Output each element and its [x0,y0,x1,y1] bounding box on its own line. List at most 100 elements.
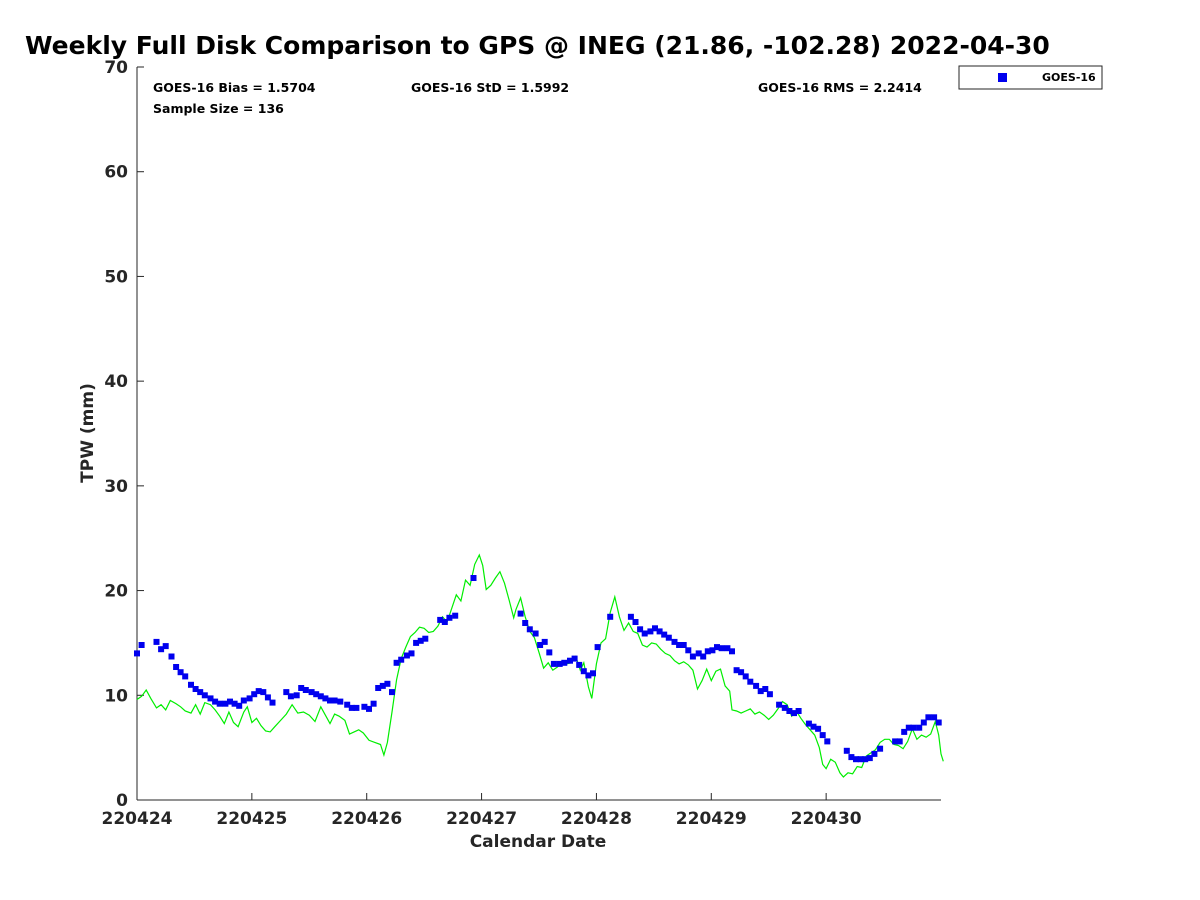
data-point [896,738,903,745]
plot-frame [137,67,941,800]
data-point [857,756,864,763]
data-point [671,638,678,645]
data-point [819,732,826,739]
data-point [532,630,539,637]
data-point [590,670,596,677]
data-point [627,613,634,620]
data-point [680,642,687,648]
data-point [308,689,315,696]
data-point [216,700,223,707]
y-tick-label: 20 [104,582,128,602]
data-point [766,691,773,698]
data-point [331,697,338,704]
data-point [853,756,859,763]
data-point [298,685,305,691]
y-tick-label: 40 [104,372,128,392]
data-point [375,685,382,691]
data-point [925,714,932,721]
data-point [452,612,459,619]
data-point [931,714,938,721]
data-point [714,644,720,651]
data-point [522,620,529,626]
data-point [246,695,253,702]
legend-label-goes16: GOES-16 [1042,71,1096,84]
data-point [791,710,797,717]
data-point [776,701,783,708]
data-point [441,619,448,625]
data-point [201,692,208,699]
data-point [916,724,923,731]
x-ticks: 220424 220425 220426 220427 220428 220429 2204… [102,793,862,829]
data-point [935,719,942,726]
data-point [231,700,238,707]
data-point [197,689,204,696]
data-point [632,619,639,625]
data-point [810,723,817,730]
data-point [815,725,822,732]
data-point [437,616,444,623]
plot-area: 0 10 20 30 40 50 60 70 220424 220425 220426 220427… [102,58,944,829]
data-point [541,638,548,645]
data-point [446,614,453,621]
y-tick-label: 70 [104,58,128,78]
y-tick-label: 0 [116,791,128,811]
data-point [168,653,175,660]
data-point [153,638,160,645]
data-point [647,628,654,635]
stat-std: GOES-16 StD = 1.5992 [411,80,569,95]
data-point [689,653,696,660]
data-point [177,669,184,676]
data-point [322,695,329,702]
data-point [327,697,333,704]
data-point [370,700,377,707]
data-point [517,610,524,617]
data-point [795,708,802,714]
data-point [537,642,544,648]
stat-rms: GOES-16 RMS = 2.2414 [758,80,922,95]
data-point [862,756,869,763]
data-point [905,724,912,731]
data-point [843,747,850,754]
data-point [738,669,745,676]
data-point [344,701,351,708]
data-point [138,642,145,648]
data-point [676,642,683,648]
data-point [283,689,290,696]
data-point [877,745,884,752]
data-point [134,650,140,657]
data-point [162,643,169,650]
data-point [398,656,405,663]
data-point [379,682,386,689]
data-point [661,631,668,638]
data-point [742,673,749,680]
data-point [313,691,320,698]
data-point [786,708,793,714]
x-tick-label: 220425 [216,809,287,829]
data-point [695,650,702,657]
data-point [389,689,395,696]
data-point [269,699,276,706]
x-tick-label: 220429 [676,809,747,829]
data-point [607,613,614,620]
series-points-goes16 [134,575,942,763]
data-point [240,697,247,704]
data-point [805,720,812,727]
y-tick-label: 30 [104,477,128,497]
data-point [182,673,189,680]
legend: GOES-16 [958,65,1103,90]
data-point [871,750,878,757]
data-point [366,705,372,712]
legend-box [958,65,1103,90]
data-point [920,719,927,726]
stat-bias: GOES-16 Bias = 1.5704 [153,80,316,95]
data-point [293,692,300,699]
data-point [910,724,917,731]
data-point [656,628,663,635]
y-axis-label: TPW (mm) [78,383,98,483]
data-point [747,678,754,685]
data-point [526,626,533,633]
data-point [567,657,573,664]
x-tick-label: 220428 [561,809,632,829]
data-point [207,695,214,702]
data-point [403,652,410,659]
